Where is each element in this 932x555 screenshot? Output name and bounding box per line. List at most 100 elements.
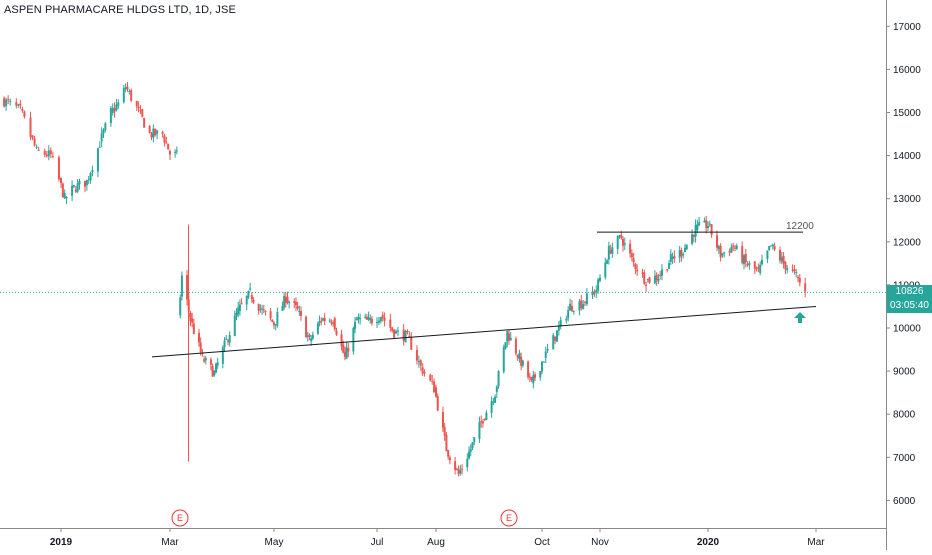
candle-body	[192, 323, 195, 334]
candle-body	[308, 334, 311, 337]
candle-body	[757, 267, 760, 269]
candle-body	[431, 380, 434, 382]
candle-body	[306, 335, 309, 337]
candle-body	[506, 330, 509, 342]
candle-body	[74, 189, 77, 192]
candle-body	[85, 179, 88, 186]
candle-body	[179, 297, 182, 316]
y-tick-label: 13000	[893, 194, 921, 205]
candle-body	[284, 297, 287, 304]
candle-body	[96, 148, 99, 172]
candle-body	[410, 336, 413, 350]
candle-body	[51, 155, 54, 157]
candle-body	[611, 247, 614, 254]
candle-body	[455, 468, 458, 470]
candle-body	[65, 197, 68, 199]
candle-body	[532, 375, 535, 384]
candle-body	[703, 220, 706, 223]
candle-body	[466, 458, 469, 468]
candle-body	[293, 301, 296, 303]
candle-body	[276, 312, 279, 326]
candle-body	[354, 321, 357, 330]
candle-body	[165, 142, 168, 144]
candle-body	[203, 359, 206, 362]
candle-body	[492, 401, 495, 403]
candle-body	[113, 108, 116, 112]
candle-body	[441, 412, 444, 428]
candle-body	[694, 225, 697, 237]
candle-body	[343, 351, 346, 357]
candle-body	[391, 327, 394, 331]
y-tick-label: 9000	[893, 367, 916, 378]
candle-body	[728, 250, 731, 253]
candle-body	[678, 250, 681, 258]
candle-body	[78, 180, 81, 185]
candle-body	[779, 249, 781, 261]
candle-body	[352, 327, 355, 352]
candle-body	[383, 317, 386, 321]
candle-body	[780, 257, 783, 262]
candle-body	[507, 333, 510, 341]
candle-body	[620, 234, 623, 239]
candle-body	[264, 310, 267, 312]
x-tick-label: Oct	[534, 537, 550, 548]
candle-body	[197, 332, 200, 343]
candle-body	[269, 311, 272, 319]
candle-body	[408, 335, 411, 338]
candle-body	[311, 334, 314, 339]
y-tick-label: 8000	[893, 410, 916, 421]
candle-body	[191, 318, 194, 323]
candle-body	[528, 376, 531, 378]
candle-body	[98, 146, 101, 148]
candle-body	[186, 274, 189, 300]
candle-body	[17, 104, 20, 106]
candle-body	[286, 296, 289, 303]
candle-body	[629, 243, 632, 254]
candle-body	[516, 355, 519, 358]
candle-body	[335, 330, 338, 335]
candle-body	[369, 317, 372, 321]
candle-body	[379, 317, 382, 322]
candle-body	[111, 107, 114, 114]
candle-body	[730, 246, 733, 253]
candle-body	[257, 304, 260, 311]
candle-body	[436, 396, 439, 411]
candle-body	[235, 312, 238, 317]
candle-body	[707, 225, 709, 229]
candle-body	[9, 100, 12, 102]
candle-body	[732, 245, 735, 247]
candle-body	[333, 318, 336, 330]
candle-body	[497, 371, 500, 387]
candle-body	[216, 362, 219, 366]
candle-body	[793, 269, 796, 272]
candle-body	[63, 193, 66, 199]
chart-title: ASPEN PHARMACARE HLDGS LTD, 1D, JSE	[4, 4, 236, 16]
candle-body	[417, 361, 420, 363]
candle-body	[87, 179, 90, 181]
candle-body	[323, 318, 326, 322]
candle-body	[734, 247, 736, 249]
candle-body	[755, 268, 758, 270]
candle-body	[708, 223, 711, 225]
candle-body	[643, 272, 646, 284]
candle-body	[226, 340, 229, 342]
candle-body	[542, 361, 545, 363]
candle-body	[691, 234, 694, 245]
candle-body	[645, 284, 648, 286]
candle-body	[636, 269, 639, 272]
candle-body	[630, 253, 633, 258]
candle-body	[480, 421, 483, 423]
candle-body	[245, 295, 248, 305]
candle-body	[33, 138, 36, 146]
candle-body	[209, 359, 212, 365]
candle-body	[618, 235, 621, 237]
candle-body	[768, 245, 771, 251]
candle-body	[609, 250, 612, 254]
candle-body	[719, 245, 722, 258]
candle-body	[152, 128, 155, 138]
candle-body	[569, 303, 572, 311]
candle-body	[35, 146, 38, 148]
candle-body	[565, 318, 568, 321]
candle-body	[735, 245, 738, 249]
